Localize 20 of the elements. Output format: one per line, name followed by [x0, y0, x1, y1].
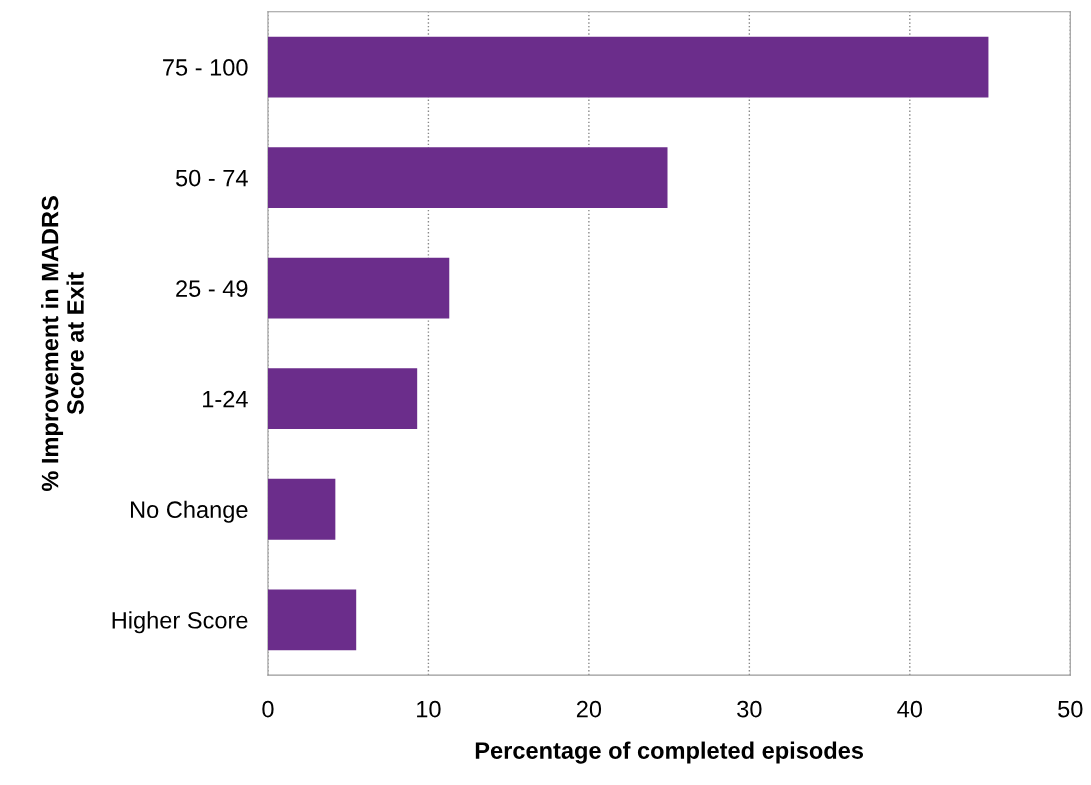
bar [267, 147, 668, 209]
bar [267, 478, 336, 540]
bar [267, 589, 357, 651]
bar [267, 368, 418, 430]
y-tick-label: 25 - 49 [176, 280, 248, 297]
bar [267, 36, 989, 98]
x-tick-label: 30 [737, 700, 762, 718]
x-axis-title: Percentage of completed episodes [475, 741, 864, 764]
y-tick-label: No Change [131, 500, 248, 523]
x-tick-label: 20 [576, 700, 602, 718]
y-tick-label: 1-24 [203, 390, 248, 408]
x-tick-label: 10 [417, 700, 441, 718]
x-tick-label: 40 [897, 700, 923, 718]
y-tick-label: 50 - 74 [175, 169, 248, 187]
y-axis-title: % Improvement in MADRS Score at Exit [41, 196, 84, 492]
y-tick-label: 75 - 100 [163, 59, 248, 76]
bar [267, 257, 450, 319]
x-tick-label: 0 [262, 700, 274, 718]
x-tick-label: 50 [1058, 700, 1083, 718]
y-tick-label: Higher Score [112, 611, 248, 634]
